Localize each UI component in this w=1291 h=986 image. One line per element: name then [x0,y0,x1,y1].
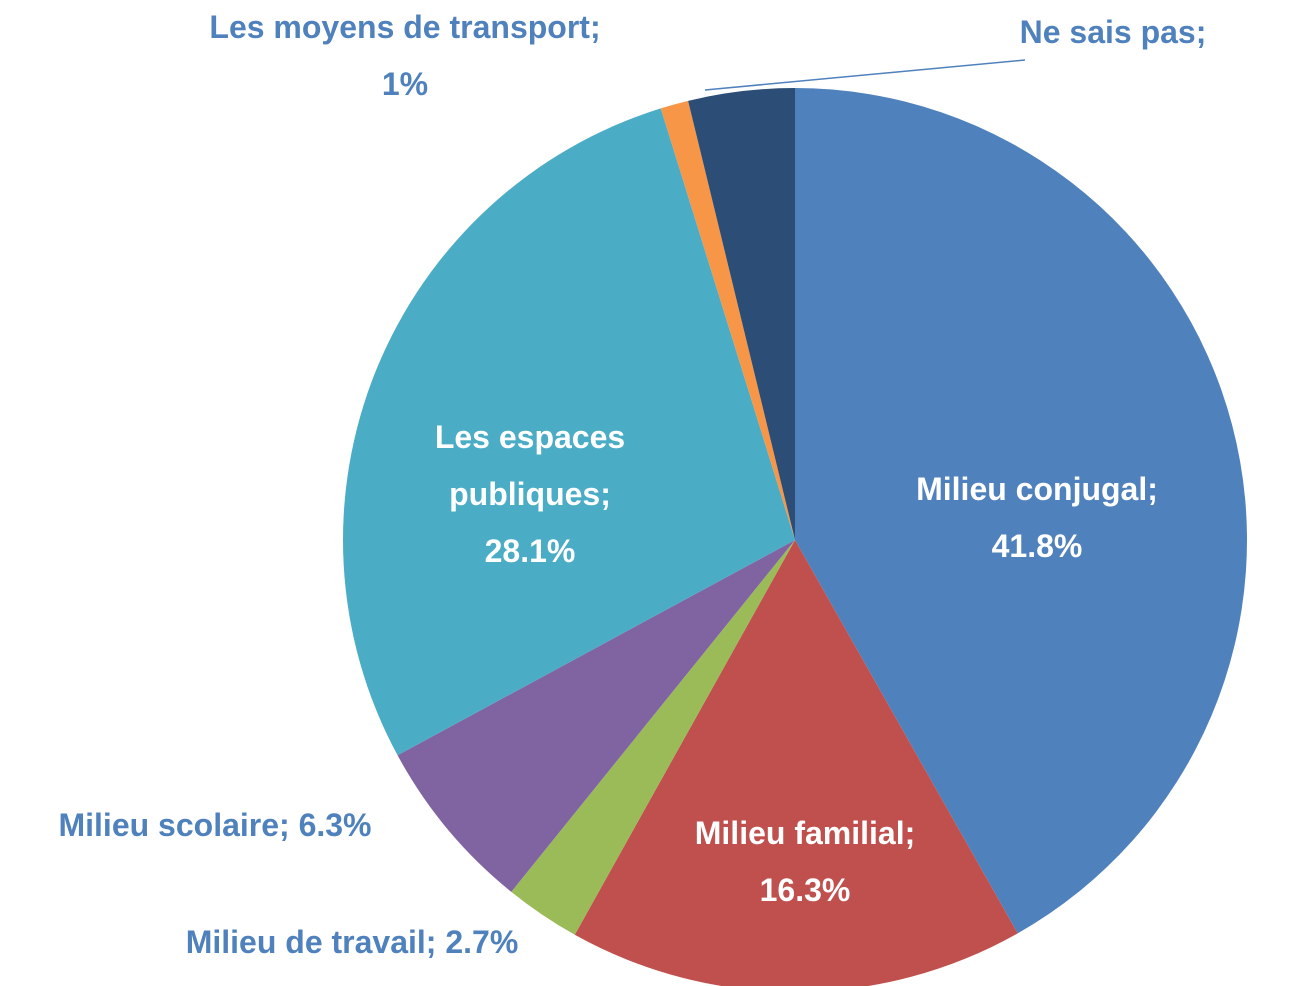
pie-slice [574,540,1018,986]
leader-line [704,59,1026,91]
pie-slice [511,540,795,935]
pie-slice [688,88,795,540]
pie-slice [795,88,1248,934]
data-labels: Milieu conjugal; 41.8% Milieu familial; 16.… [58,9,1206,960]
data-label: Les moyens de transport; 1% [209,9,600,102]
data-label: Milieu de travail; 2.7% [186,924,519,960]
data-label: Milieu familial; 16.3% [695,815,915,908]
data-label: Milieu scolaire; 6.3% [58,807,371,843]
data-label: Les espaces publiques; 28.1% [435,419,625,569]
pie-slice [342,108,795,756]
data-label: Milieu conjugal; 41.8% [916,471,1158,564]
data-label: Ne sais pas; [1020,14,1207,50]
pie-slice [660,100,795,541]
pie [342,88,1248,986]
pie-slice [397,540,795,892]
